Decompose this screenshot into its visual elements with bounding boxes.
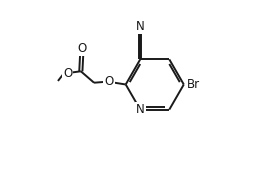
Text: O: O	[77, 42, 86, 55]
Text: O: O	[104, 75, 114, 88]
Text: O: O	[63, 67, 72, 80]
Text: N: N	[136, 103, 145, 116]
Text: N: N	[136, 20, 145, 33]
Text: Br: Br	[187, 78, 200, 91]
